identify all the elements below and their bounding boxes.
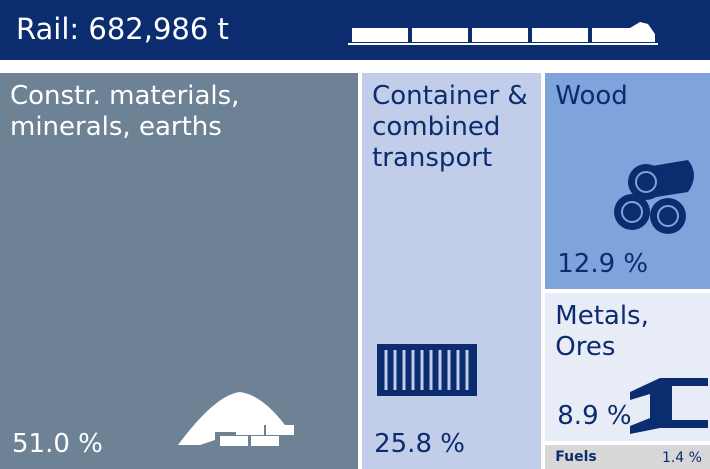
tile: Wood 12.9 % bbox=[545, 73, 710, 290]
tile: Container & combined transport 25.8 % bbox=[362, 73, 542, 469]
value-label: 8.9 % bbox=[557, 401, 632, 432]
tile-label: Fuels bbox=[555, 449, 597, 466]
value-label: 25.8 % bbox=[374, 429, 465, 459]
tile: Metals, Ores 8.9 % bbox=[545, 293, 710, 442]
tile: Fuels 1.4 % bbox=[545, 445, 710, 469]
value-label: 1.4 % bbox=[661, 449, 702, 466]
tile-label: Metals, Ores bbox=[555, 301, 649, 363]
header: Rail: 682,986 t bbox=[0, 0, 710, 60]
tile-label: Container & combined transport bbox=[372, 81, 528, 173]
tile: Constr. materials, minerals, earths 51.0 … bbox=[0, 73, 359, 469]
value-label: 51.0 % bbox=[12, 429, 103, 459]
tile-label: Wood bbox=[555, 81, 628, 111]
tile-label: Constr. materials, minerals, earths bbox=[10, 81, 240, 142]
value-label: 12.9 % bbox=[557, 249, 649, 280]
chart-title: Rail: 682,986 t bbox=[16, 12, 229, 46]
